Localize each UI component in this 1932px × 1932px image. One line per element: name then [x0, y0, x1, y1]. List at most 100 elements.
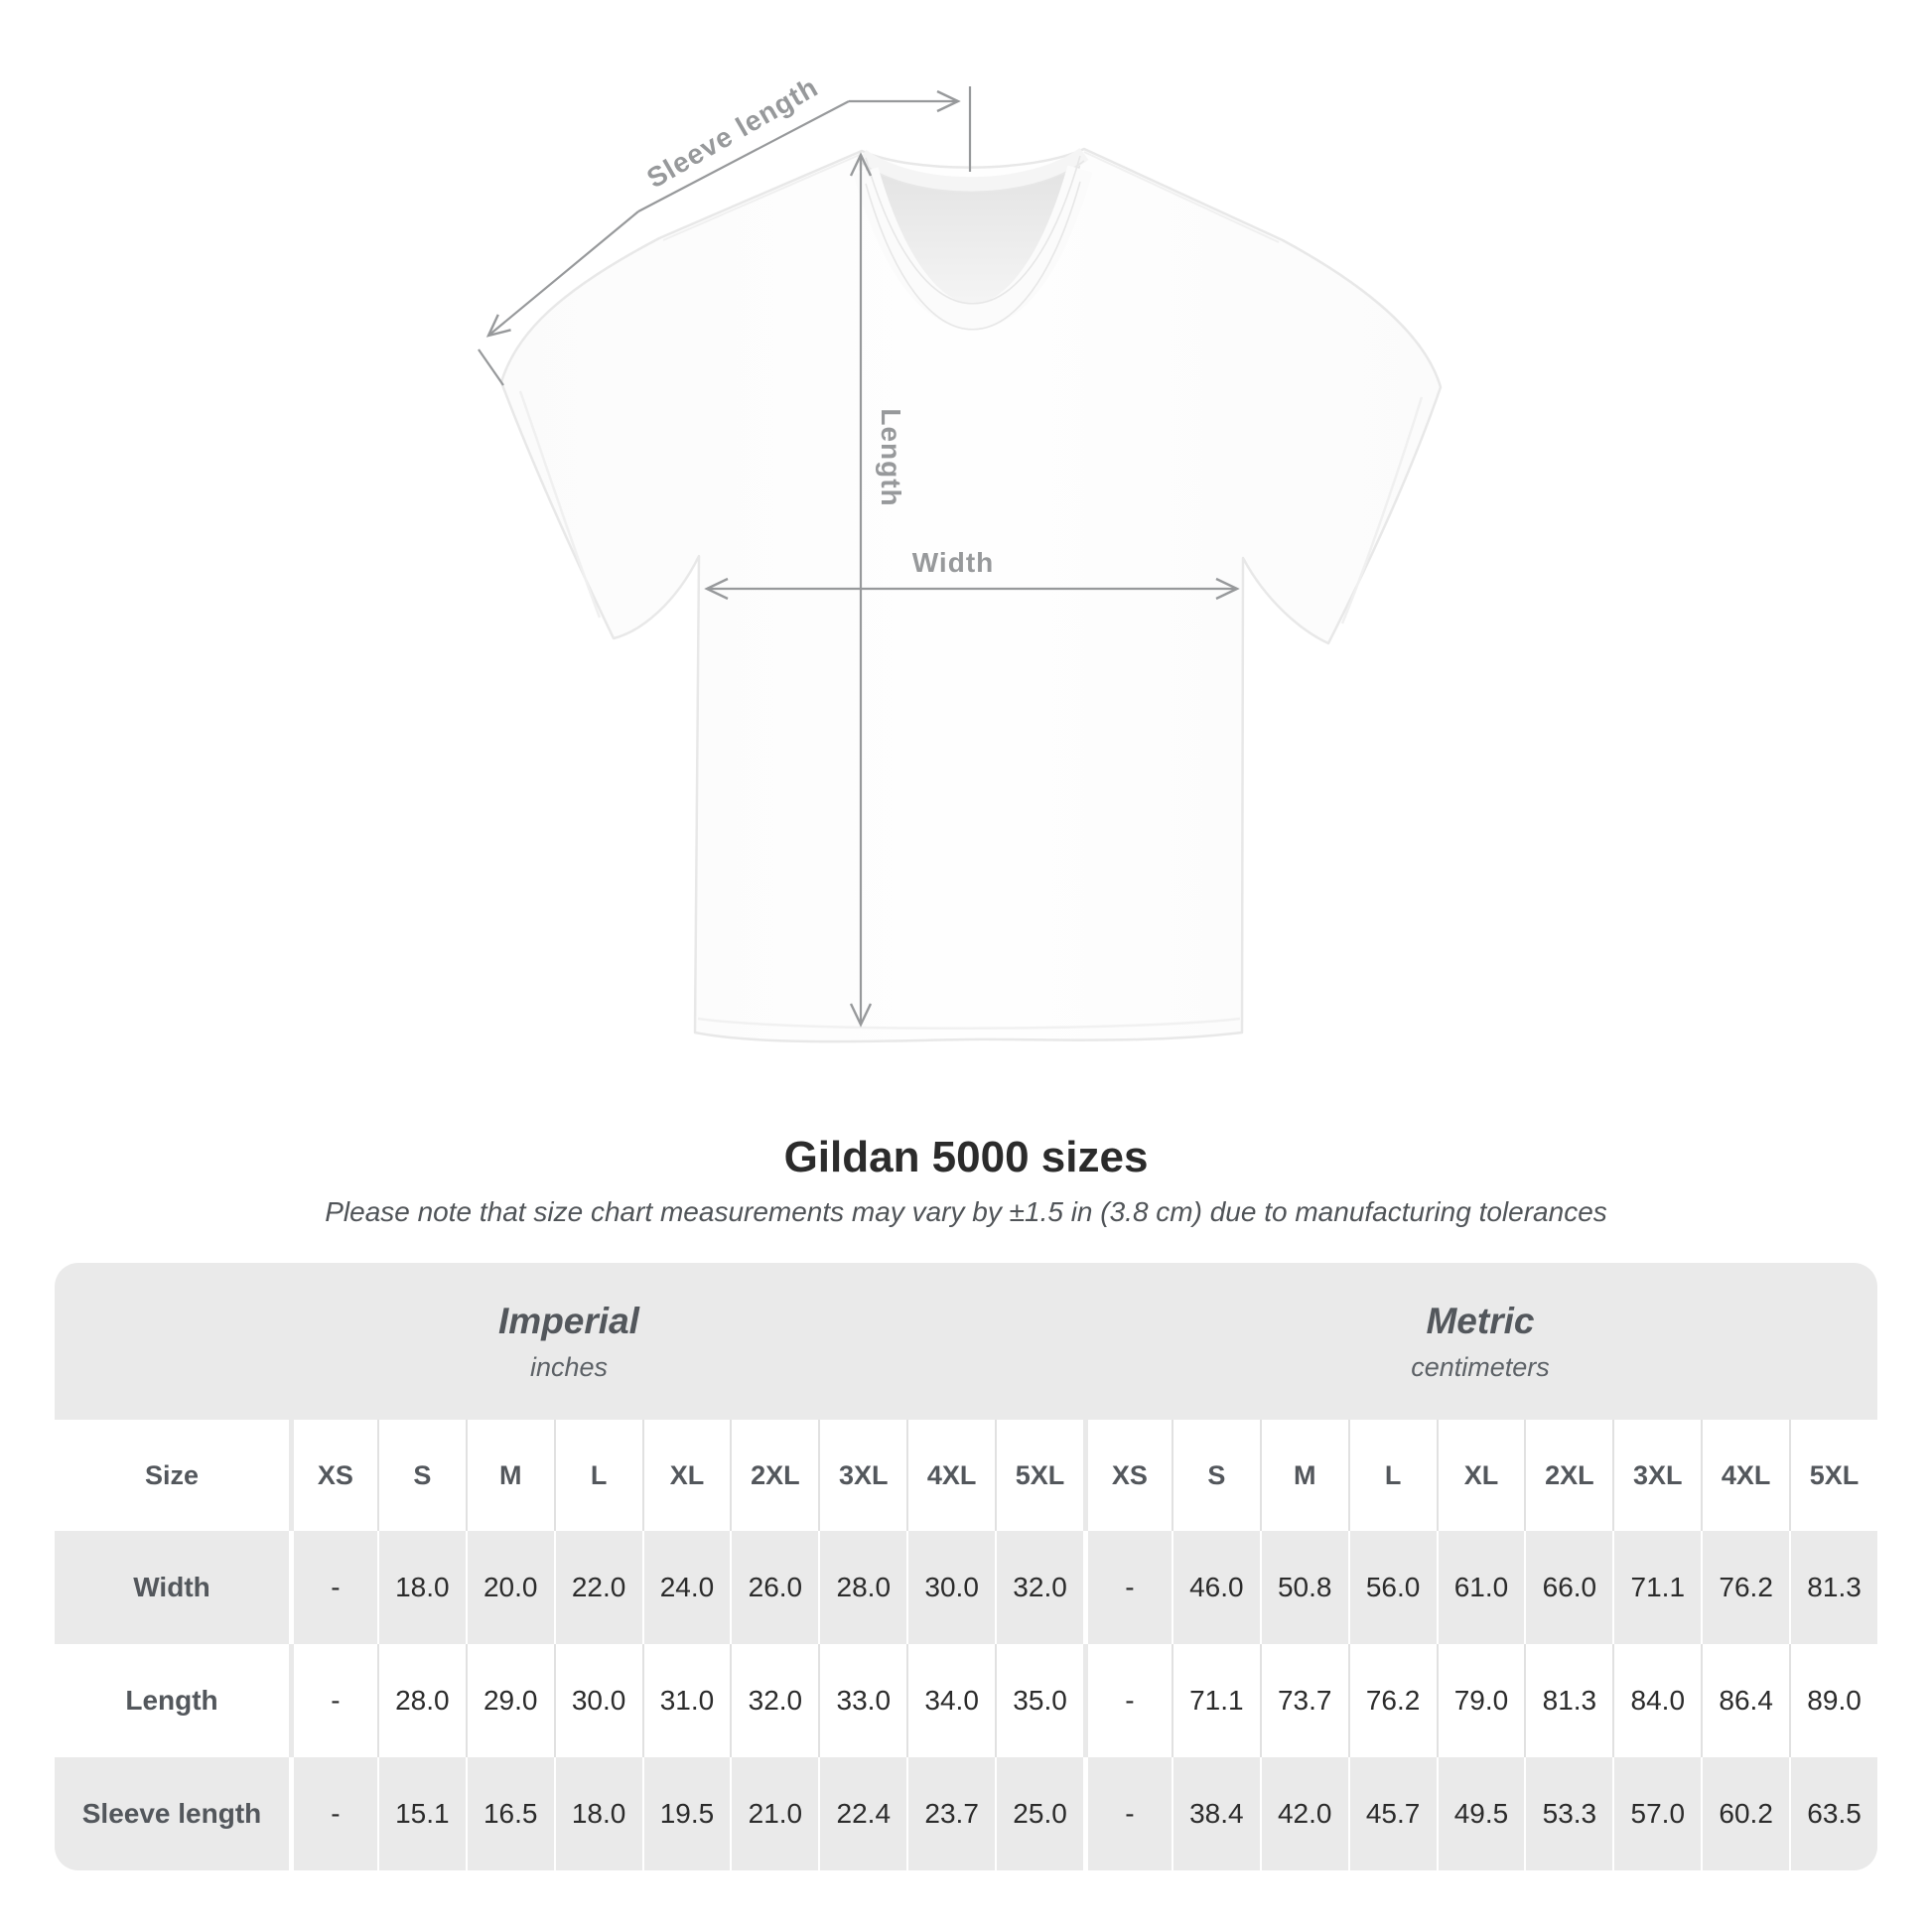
collar-back-band	[857, 147, 1089, 193]
col-header-imperial-xl: XL	[641, 1420, 731, 1531]
cell-length-metric-4xl: 86.4	[1701, 1644, 1790, 1757]
shoulder-seam-left	[662, 153, 863, 241]
collar-front-band-top-seam	[865, 155, 1081, 305]
cell-length-metric-3xl: 84.0	[1612, 1644, 1702, 1757]
cell-width-metric-xs: -	[1082, 1531, 1172, 1644]
page-subtitle: Please note that size chart measurements…	[325, 1196, 1607, 1227]
cell-width-imperial-s: 18.0	[376, 1531, 466, 1644]
cell-width-imperial-3xl: 28.0	[818, 1531, 907, 1644]
bottom-hem-stitch	[697, 1017, 1241, 1030]
section-title: Metric	[1426, 1300, 1535, 1341]
cell-sleeve-length-metric-2xl: 53.3	[1524, 1757, 1613, 1870]
cell-length-metric-s: 71.1	[1171, 1644, 1260, 1757]
cell-length-metric-l: 76.2	[1347, 1644, 1437, 1757]
cell-length-imperial-xl: 31.0	[641, 1644, 731, 1757]
cell-length-metric-5xl: 89.0	[1789, 1644, 1877, 1757]
shoulder-seam-right	[1083, 151, 1280, 243]
col-header-metric-3xl: 3XL	[1612, 1420, 1702, 1531]
cell-width-imperial-xs: -	[289, 1531, 377, 1644]
cell-length-imperial-5xl: 35.0	[995, 1644, 1083, 1757]
sleeve-length-witness-tick	[478, 348, 504, 386]
cell-length-metric-2xl: 81.3	[1524, 1644, 1613, 1757]
section-subtitle: inches	[529, 1351, 609, 1382]
cell-sleeve-length-metric-m: 42.0	[1259, 1757, 1348, 1870]
section-header-metric: Metric centimeters	[1082, 1263, 1877, 1420]
section-title: Imperial	[498, 1300, 639, 1341]
col-header-metric-l: L	[1347, 1420, 1437, 1531]
cell-width-imperial-xl: 24.0	[641, 1531, 731, 1644]
cell-length-imperial-l: 30.0	[553, 1644, 642, 1757]
cell-length-imperial-4xl: 34.0	[906, 1644, 996, 1757]
cell-sleeve-length-metric-xl: 49.5	[1436, 1757, 1525, 1870]
col-header-imperial-2xl: 2XL	[730, 1420, 819, 1531]
title-block: Gildan 5000 sizes Please note that size …	[0, 1132, 1932, 1229]
col-header-imperial-l: L	[553, 1420, 642, 1531]
cell-width-imperial-5xl: 32.0	[995, 1531, 1083, 1644]
tshirt-image	[478, 86, 1443, 1043]
section-header-imperial: Imperial inches	[55, 1263, 1083, 1420]
cell-sleeve-length-metric-l: 45.7	[1347, 1757, 1437, 1870]
cell-sleeve-length-metric-3xl: 57.0	[1612, 1757, 1702, 1870]
cell-width-imperial-4xl: 30.0	[906, 1531, 996, 1644]
col-header-imperial-s: S	[376, 1420, 466, 1531]
cell-length-metric-m: 73.7	[1259, 1644, 1348, 1757]
cell-sleeve-length-imperial-5xl: 25.0	[995, 1757, 1083, 1870]
cell-length-imperial-xs: -	[289, 1644, 377, 1757]
section-subtitle: centimeters	[1411, 1351, 1550, 1382]
col-header-imperial-3xl: 3XL	[818, 1420, 907, 1531]
length-label: Length	[876, 408, 906, 507]
cell-length-metric-xs: -	[1082, 1644, 1172, 1757]
cell-sleeve-length-imperial-l: 18.0	[553, 1757, 642, 1870]
col-header-metric-5xl: 5XL	[1789, 1420, 1877, 1531]
col-header-metric-s: S	[1171, 1420, 1260, 1531]
cell-sleeve-length-metric-5xl: 63.5	[1789, 1757, 1877, 1870]
page-title: Gildan 5000 sizes	[783, 1133, 1149, 1181]
cell-width-metric-2xl: 66.0	[1524, 1531, 1613, 1644]
cell-width-imperial-m: 20.0	[465, 1531, 554, 1644]
cell-sleeve-length-metric-xs: -	[1082, 1757, 1172, 1870]
collar-front-band-bottom-seam	[865, 181, 1081, 331]
col-header-metric-xs: XS	[1082, 1420, 1172, 1531]
cell-width-imperial-2xl: 26.0	[730, 1531, 819, 1644]
row-label-sleeve-length: Sleeve length	[55, 1757, 289, 1870]
cell-sleeve-length-metric-4xl: 60.2	[1701, 1757, 1790, 1870]
size-table: Imperial inches Metric centimeters Size XS S M L…	[55, 1263, 1877, 1870]
cell-width-metric-m: 50.8	[1259, 1531, 1348, 1644]
sleeve-hem-left	[518, 390, 602, 619]
cell-sleeve-length-imperial-xs: -	[289, 1757, 377, 1870]
collar-front-band	[853, 165, 1093, 330]
col-header-metric-m: M	[1259, 1420, 1348, 1531]
cell-sleeve-length-imperial-4xl: 23.7	[906, 1757, 996, 1870]
collar-back-band-edge	[861, 160, 1085, 194]
cell-length-metric-xl: 79.0	[1436, 1644, 1525, 1757]
cell-length-imperial-2xl: 32.0	[730, 1644, 819, 1757]
col-header-metric-2xl: 2XL	[1524, 1420, 1613, 1531]
cell-sleeve-length-imperial-s: 15.1	[376, 1757, 466, 1870]
tshirt-body	[499, 147, 1443, 1043]
col-header-imperial-xs: XS	[289, 1420, 377, 1531]
col-header-imperial-5xl: 5XL	[995, 1420, 1083, 1531]
col-header-metric-xl: XL	[1436, 1420, 1525, 1531]
cell-width-metric-5xl: 81.3	[1789, 1531, 1877, 1644]
sleeve-length-line-lower	[485, 210, 639, 338]
col-header-imperial-4xl: 4XL	[906, 1420, 996, 1531]
cell-sleeve-length-imperial-2xl: 21.0	[730, 1757, 819, 1870]
cell-width-imperial-l: 22.0	[553, 1531, 642, 1644]
cell-length-imperial-s: 28.0	[376, 1644, 466, 1757]
row-label-width: Width	[55, 1531, 289, 1644]
cell-sleeve-length-imperial-m: 16.5	[465, 1757, 554, 1870]
cell-sleeve-length-imperial-3xl: 22.4	[818, 1757, 907, 1870]
cell-width-metric-3xl: 71.1	[1612, 1531, 1702, 1644]
col-header-imperial-m: M	[465, 1420, 554, 1531]
cell-width-metric-xl: 61.0	[1436, 1531, 1525, 1644]
width-label: Width	[911, 547, 995, 578]
cell-width-metric-l: 56.0	[1347, 1531, 1437, 1644]
cell-length-imperial-3xl: 33.0	[818, 1644, 907, 1757]
tshirt-measurement-diagram: Sleeve length Length Width	[478, 71, 1443, 1043]
cell-width-metric-4xl: 76.2	[1701, 1531, 1790, 1644]
sleeve-length-line-upper	[637, 100, 850, 212]
cell-sleeve-length-imperial-xl: 19.5	[641, 1757, 731, 1870]
row-label-length: Length	[55, 1644, 289, 1757]
cell-length-imperial-m: 29.0	[465, 1644, 554, 1757]
